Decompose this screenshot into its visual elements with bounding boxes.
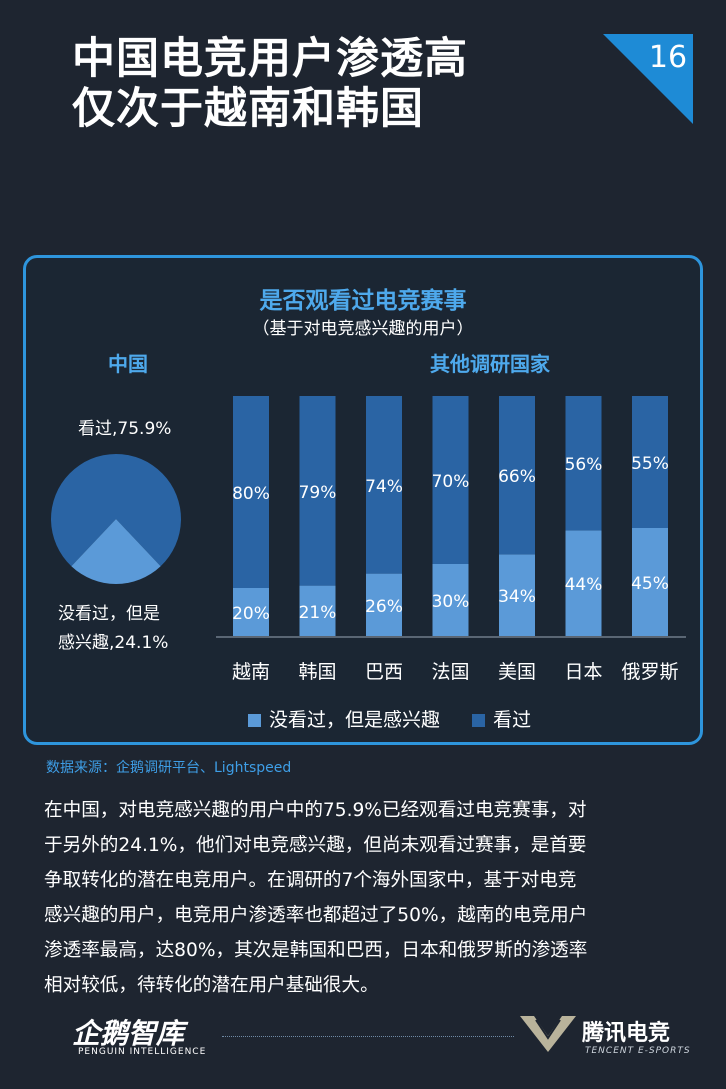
bar-label-watched: 55% xyxy=(631,454,669,474)
body-paragraph: 在中国，对电竞感兴趣的用户中的75.9%已经观看过电竞赛事，对 于另外的24.1… xyxy=(44,793,684,1003)
x-tick-label: 日本 xyxy=(564,661,602,683)
v-shield-icon xyxy=(520,1016,576,1052)
page-corner-triangle xyxy=(603,34,693,124)
body-line: 争取转化的潜在电竞用户。在调研的7个海外国家中，基于对电竞 xyxy=(44,870,577,891)
x-tick-label: 法国 xyxy=(431,661,469,683)
pie-label-not-watched: 没看过，但是 感兴趣,24.1% xyxy=(58,600,168,658)
legend-swatch-watched xyxy=(472,714,486,727)
pie-slice-watched xyxy=(50,453,181,567)
bar-not-watched xyxy=(565,530,602,636)
bar-label-not-watched: 26% xyxy=(365,597,403,617)
penguin-intelligence-logo: 企鹅智库 xyxy=(72,1017,185,1050)
legend-item-watched: 看过 xyxy=(472,705,531,732)
page-title: 中国电竞用户渗透高 仅次于越南和韩国 xyxy=(72,34,468,134)
bar-watched xyxy=(632,396,668,528)
bar-label-not-watched: 20% xyxy=(232,604,270,624)
bar-label-not-watched: 34% xyxy=(498,587,536,607)
bar-watched xyxy=(432,396,469,564)
tencent-esports-subtitle: TENCENT E-SPORTS xyxy=(585,1046,691,1056)
bar-not-watched xyxy=(366,573,402,636)
x-tick-label: 美国 xyxy=(498,661,536,683)
bar-label-watched: 66% xyxy=(498,467,536,487)
chart-subtitle: （基于对电竞感兴趣的用户） xyxy=(252,319,474,339)
bar-label-not-watched: 44% xyxy=(565,575,603,595)
section-china-label: 中国 xyxy=(108,352,148,376)
bar-not-watched xyxy=(432,564,469,636)
body-line: 于另外的24.1%，他们对电竞感兴趣，但尚未观看过赛事，是首要 xyxy=(44,835,587,856)
bar-watched xyxy=(499,396,535,555)
bar-label-not-watched: 21% xyxy=(299,603,337,623)
pie-slice-not-watched xyxy=(71,519,161,584)
tencent-esports-logo: 腾讯电竞 xyxy=(582,1021,671,1046)
legend-swatch-not-watched xyxy=(248,714,261,727)
penguin-intelligence-subtitle: PENGUIN INTELLIGENCE xyxy=(78,1047,207,1057)
body-line: 渗透率最高，达80%，其次是韩国和巴西，日本和俄罗斯的渗透率 xyxy=(44,940,588,961)
bar-watched xyxy=(233,396,269,588)
footer-divider xyxy=(222,1036,514,1037)
bar-not-watched xyxy=(299,585,336,636)
x-tick-label: 越南 xyxy=(232,661,270,683)
bar-label-watched: 80% xyxy=(232,484,270,504)
x-tick-label: 俄罗斯 xyxy=(621,661,678,683)
section-others-label: 其他调研国家 xyxy=(430,352,550,376)
bar-label-watched: 79% xyxy=(299,483,337,503)
chart-legend: 没看过，但是感兴趣 看过 xyxy=(248,705,557,732)
body-line: 在中国，对电竞感兴趣的用户中的75.9%已经观看过电竞赛事，对 xyxy=(44,800,587,821)
x-tick-label: 巴西 xyxy=(365,661,403,683)
legend-label-not-watched: 没看过，但是感兴趣 xyxy=(269,709,441,731)
bar-label-watched: 74% xyxy=(365,477,403,497)
bar-watched xyxy=(366,396,402,574)
bar-label-not-watched: 45% xyxy=(631,574,669,594)
bar-label-not-watched: 30% xyxy=(432,592,470,612)
bar-not-watched xyxy=(632,528,668,636)
bar-watched xyxy=(565,396,602,531)
bar-not-watched xyxy=(233,588,269,636)
pie-label-not-watched-line1: 没看过，但是 xyxy=(58,604,160,624)
body-line: 感兴趣的用户，电竞用户渗透率也都超过了50%，越南的电竞用户 xyxy=(44,905,588,926)
bar-not-watched xyxy=(499,554,535,636)
x-tick-label: 韩国 xyxy=(298,661,336,683)
chart-title: 是否观看过电竞赛事 xyxy=(259,288,467,314)
data-source: 数据来源：企鹅调研平台、Lightspeed xyxy=(46,760,292,776)
legend-item-not-watched: 没看过，但是感兴趣 xyxy=(248,705,440,732)
title-line-2: 仅次于越南和韩国 xyxy=(72,84,424,134)
legend-label-watched: 看过 xyxy=(493,709,532,731)
title-line-1: 中国电竞用户渗透高 xyxy=(72,34,468,84)
page-number: 16 xyxy=(648,40,688,75)
pie-label-watched: 看过,75.9% xyxy=(78,419,172,439)
body-line: 相对较低，待转化的潜在用户基础很大。 xyxy=(44,975,379,996)
bar-watched xyxy=(299,396,336,586)
bar-label-watched: 56% xyxy=(565,455,603,475)
pie-label-not-watched-line2: 感兴趣,24.1% xyxy=(58,633,169,653)
bar-label-watched: 70% xyxy=(432,472,470,492)
